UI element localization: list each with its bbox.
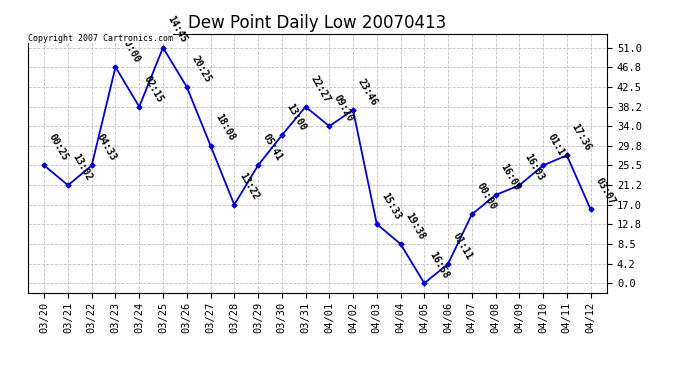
Text: 00:00: 00:00: [118, 34, 141, 64]
Text: 09:20: 09:20: [332, 93, 355, 123]
Text: 23:46: 23:46: [356, 77, 380, 107]
Text: 20:25: 20:25: [190, 54, 213, 84]
Text: 13:02: 13:02: [71, 152, 94, 183]
Text: 16:03: 16:03: [522, 152, 545, 183]
Text: 14:45: 14:45: [166, 14, 189, 45]
Text: 03:07: 03:07: [593, 176, 617, 207]
Text: 13:00: 13:00: [284, 102, 308, 133]
Text: 19:38: 19:38: [404, 211, 426, 241]
Text: 02:15: 02:15: [142, 74, 166, 104]
Text: 01:11: 01:11: [451, 231, 474, 261]
Text: 16:58: 16:58: [427, 250, 451, 280]
Text: 00:00: 00:00: [475, 181, 498, 212]
Text: 01:17: 01:17: [546, 132, 569, 163]
Text: 15:33: 15:33: [380, 191, 403, 221]
Text: 22:27: 22:27: [308, 74, 332, 104]
Text: 05:41: 05:41: [261, 132, 284, 163]
Text: 04:33: 04:33: [95, 132, 118, 163]
Text: 16:09: 16:09: [498, 162, 522, 192]
Text: 00:25: 00:25: [47, 132, 70, 163]
Text: 18:08: 18:08: [213, 112, 237, 143]
Title: Dew Point Daily Low 20070413: Dew Point Daily Low 20070413: [188, 14, 446, 32]
Text: 17:36: 17:36: [570, 122, 593, 153]
Text: 13:22: 13:22: [237, 171, 260, 202]
Text: Copyright 2007 Cartronics.com: Copyright 2007 Cartronics.com: [28, 34, 172, 43]
